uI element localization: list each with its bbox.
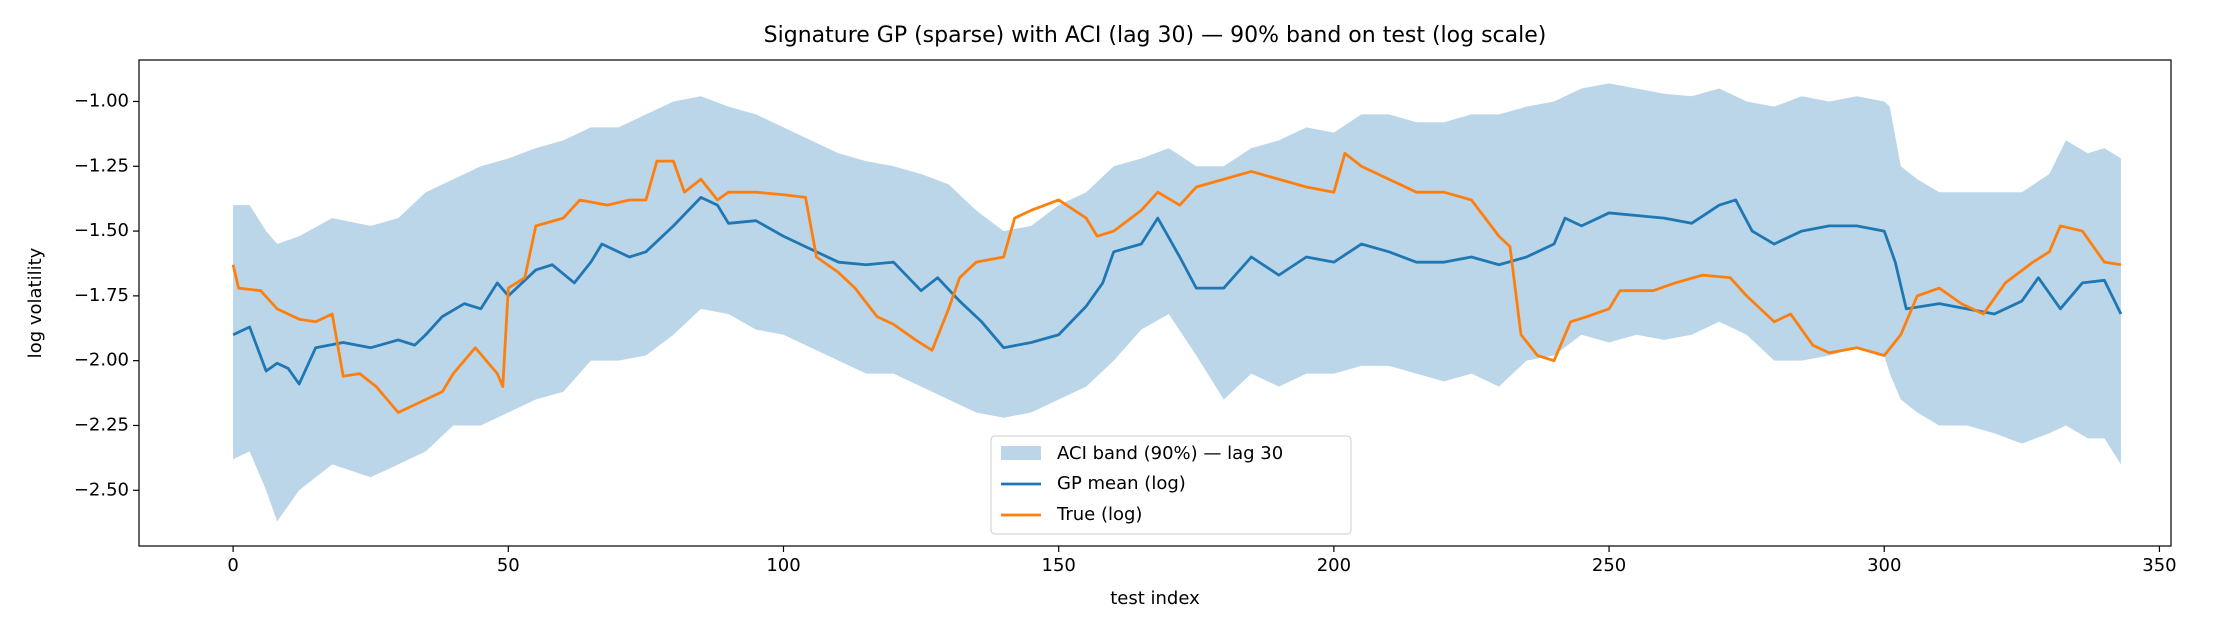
- x-tick-label: 100: [766, 555, 800, 576]
- legend-label: GP mean (log): [1057, 473, 1186, 494]
- y-tick-label: −1.75: [74, 285, 129, 306]
- x-tick-label: 50: [497, 555, 520, 576]
- x-tick-label: 250: [1592, 555, 1626, 576]
- line: [232, 195, 2123, 386]
- x-tick-label: 200: [1317, 555, 1351, 576]
- y-tick-label: −1.00: [74, 90, 129, 111]
- band: [233, 83, 2121, 522]
- y-tick-label: −1.50: [74, 220, 129, 241]
- y-tick-label: −1.25: [74, 155, 129, 176]
- y-tick-label: −2.50: [74, 479, 129, 500]
- plot-area: [231, 83, 2123, 522]
- line: [231, 151, 2122, 414]
- y-tick-label: −2.25: [74, 414, 129, 435]
- x-tick-label: 350: [2142, 555, 2176, 576]
- legend-label: True (log): [1056, 504, 1142, 525]
- x-axis-label: test index: [1110, 588, 1200, 609]
- legend-label: ACI band (90%) — lag 30: [1057, 443, 1283, 464]
- chart-title: Signature GP (sparse) with ACI (lag 30) …: [764, 23, 1547, 48]
- legend-swatch: [1001, 446, 1041, 460]
- x-tick-label: 150: [1042, 555, 1076, 576]
- axes-frame: [138, 59, 2172, 547]
- x-tick-label: 0: [227, 555, 238, 576]
- y-axis-label: log volatility: [25, 247, 46, 358]
- legend: ACI band (90%) — lag 30 GP mean (log) True…: [990, 435, 1352, 535]
- legend-frame: [990, 435, 1352, 535]
- x-tick-label: 300: [1867, 555, 1901, 576]
- y-tick-label: −2.00: [74, 350, 129, 371]
